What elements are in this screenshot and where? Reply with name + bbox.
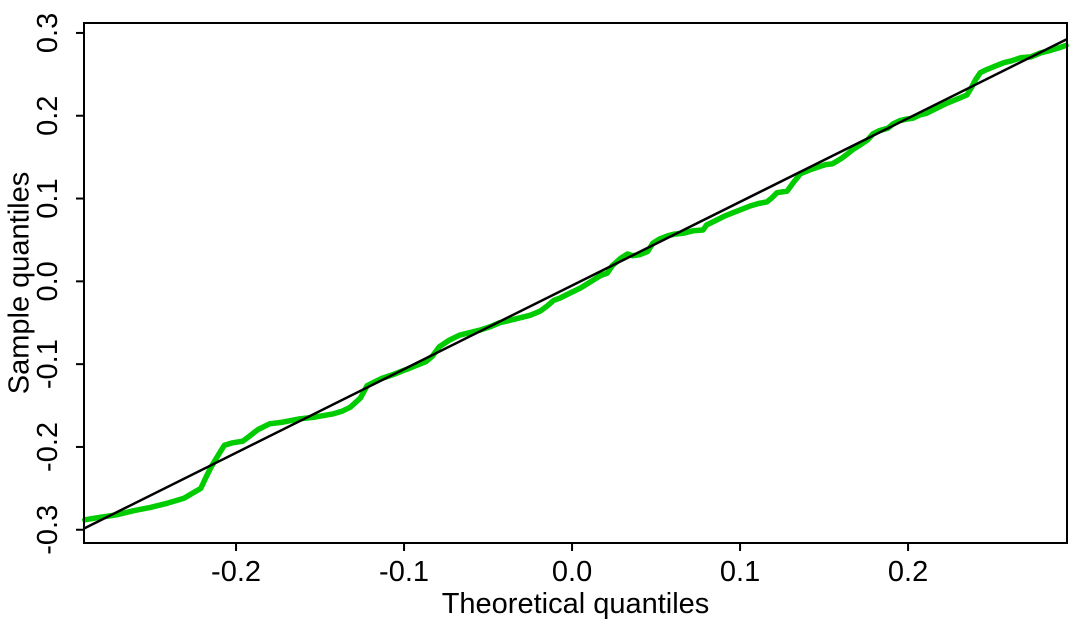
x-axis-tick-label: 0.2 [888, 556, 928, 588]
identity-reference-line [83, 38, 1068, 530]
x-axis-tick-label: -0.1 [379, 556, 429, 588]
y-axis-tick-label: 0.0 [32, 261, 64, 301]
x-axis-tick-label: -0.2 [211, 556, 261, 588]
y-axis-tick-label: -0.2 [32, 422, 64, 472]
y-axis-tick-label: 0.1 [32, 178, 64, 218]
sample-quantile-line [82, 42, 1069, 523]
x-axis-tick-label: 0.0 [552, 556, 592, 588]
y-axis-tick-label: 0.3 [32, 13, 64, 53]
x-axis-tick-label: 0.1 [720, 556, 760, 588]
y-axis-tick-label: -0.1 [32, 339, 64, 389]
y-axis-tick-label: 0.2 [32, 96, 64, 136]
x-axis-title: Theoretical quantiles [441, 588, 710, 620]
plot-border [83, 22, 1068, 544]
y-axis-tick-label: -0.3 [32, 505, 64, 555]
y-axis-title: Sample quantiles [3, 171, 36, 395]
